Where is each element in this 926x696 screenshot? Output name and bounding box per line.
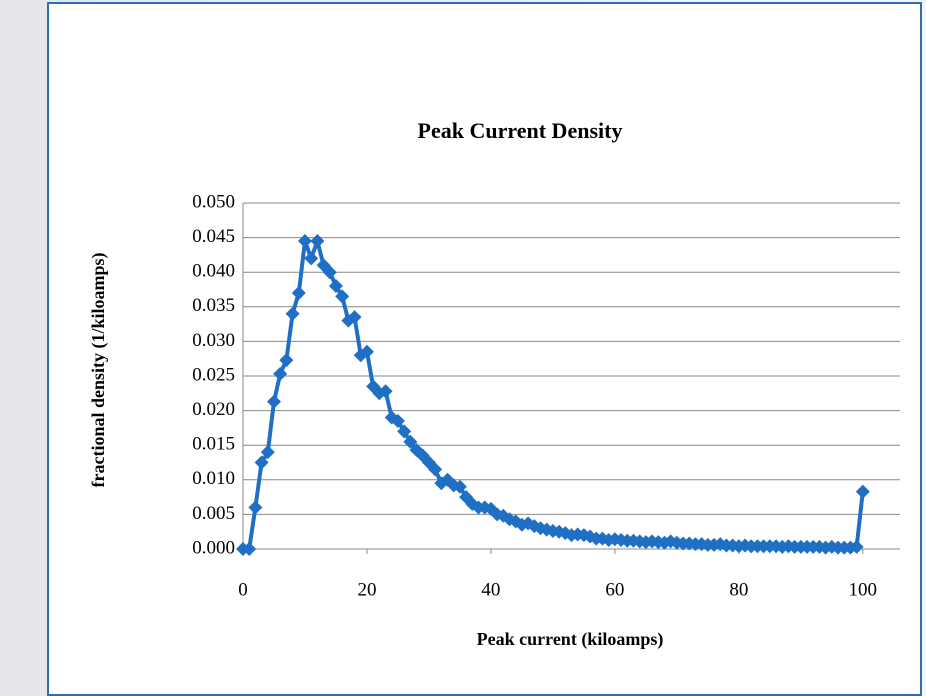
data-point	[297, 234, 312, 249]
data-point	[273, 366, 288, 381]
y-tick-label: 0.045	[192, 226, 235, 247]
y-tick-label: 0.035	[192, 295, 235, 316]
data-point	[452, 479, 467, 494]
data-point	[242, 542, 257, 556]
data-point	[248, 500, 263, 515]
data-point	[335, 289, 350, 304]
y-tick-label: 0.050	[192, 191, 235, 212]
data-point	[359, 344, 374, 359]
x-tick-label: 60	[605, 579, 624, 600]
data-point	[291, 285, 306, 300]
x-tick-label: 20	[357, 579, 376, 600]
x-tick-label: 80	[729, 579, 748, 600]
data-point	[266, 394, 281, 409]
y-tick-label: 0.030	[192, 330, 235, 351]
data-point	[390, 413, 405, 428]
data-point	[304, 251, 319, 266]
x-tick-label: 0	[238, 579, 248, 600]
y-tick-label: 0.025	[192, 364, 235, 385]
chart-panel	[47, 2, 922, 696]
data-point	[328, 279, 343, 294]
data-point	[428, 462, 443, 477]
y-tick-label: 0.000	[192, 537, 235, 558]
x-axis-title: Peak current (kiloamps)	[477, 629, 664, 650]
y-tick-label: 0.005	[192, 503, 235, 524]
data-point	[285, 306, 300, 321]
data-point	[378, 384, 393, 399]
y-tick-label: 0.040	[192, 261, 235, 282]
data-point	[849, 539, 864, 554]
data-point	[347, 310, 362, 325]
y-tick-label: 0.015	[192, 434, 235, 455]
data-point	[260, 445, 275, 460]
data-point	[310, 234, 325, 249]
x-tick-label: 40	[481, 579, 500, 600]
x-tick-label: 100	[849, 579, 878, 600]
y-tick-label: 0.020	[192, 399, 235, 420]
y-tick-label: 0.010	[192, 468, 235, 489]
data-point	[254, 455, 269, 470]
data-point	[397, 424, 412, 439]
y-axis-title: fractional density (1/kiloamps)	[88, 252, 109, 487]
data-point	[403, 434, 418, 449]
data-point	[322, 265, 337, 280]
data-point	[855, 484, 870, 499]
data-point	[279, 353, 294, 368]
chart-title: Peak Current Density	[418, 118, 623, 143]
